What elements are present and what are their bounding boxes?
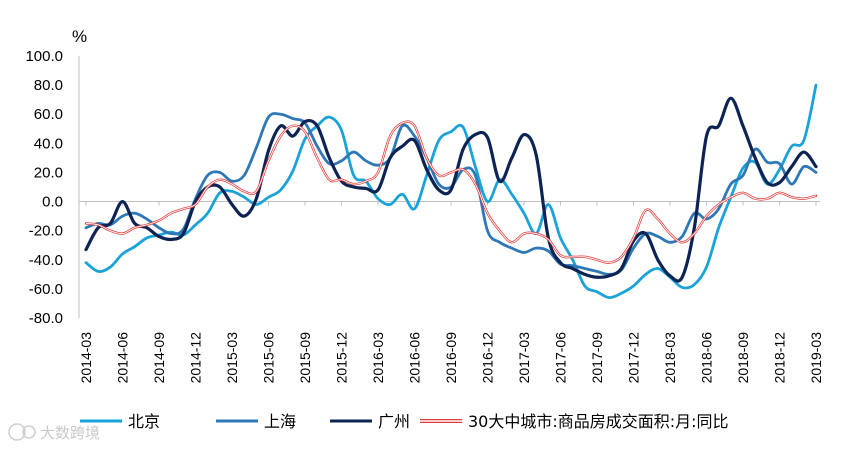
- x-tick-label: 2018-06: [699, 332, 715, 384]
- x-tick-label: 2014-06: [115, 332, 131, 384]
- y-axis: % 100.0 80.0 60.0 40.0 20.0 0.0 -20.0 -40.0 -60.…: [25, 27, 87, 327]
- x-tick-label: 2018-09: [735, 332, 751, 384]
- y-tick-label: 0.0: [42, 194, 63, 211]
- x-tick-label: 2015-06: [261, 332, 277, 384]
- series-line-guangzhou: [84, 96, 818, 283]
- x-tick-label: 2016-06: [407, 332, 423, 384]
- x-tick-labels: 2014-03 2014-06 2014-09 2014-12 2015-03 2015-…: [78, 201, 824, 384]
- y-tick-label: 80.0: [34, 77, 63, 94]
- x-tick-label: 2015-12: [334, 332, 350, 384]
- x-tick-label: 2016-12: [480, 332, 496, 384]
- x-tick-label: 2014-09: [151, 332, 167, 384]
- y-tick-label: 60.0: [34, 106, 63, 123]
- series-line-beijing: [84, 83, 818, 300]
- y-tick-label: 40.0: [34, 135, 63, 152]
- legend-label-beijing: 北京: [128, 412, 160, 431]
- legend-label-shanghai: 上海: [264, 412, 296, 431]
- x-tick-label: 2014-03: [78, 332, 94, 384]
- x-tick-label: 2017-09: [589, 332, 605, 384]
- y-unit-label: %: [72, 27, 87, 46]
- x-axis: 2014-03 2014-06 2014-09 2014-12 2015-03 2015-…: [78, 201, 824, 384]
- x-tick-label: 2017-12: [626, 332, 642, 384]
- x-tick-label: 2016-09: [443, 332, 459, 384]
- legend-label-30-cities: 30大中城市:商品房成交面积:月:同比: [468, 412, 729, 431]
- x-tick-label: 2019-03: [808, 332, 824, 384]
- series-lines: [84, 83, 818, 300]
- watermark: 大数跨境: [8, 423, 100, 442]
- y-tick-label: 20.0: [34, 164, 63, 181]
- y-tick-label: 100.0: [25, 48, 63, 65]
- legend-item-guangzhou: 广州: [330, 412, 410, 431]
- legend-label-guangzhou: 广州: [378, 412, 410, 431]
- watermark-logo-ring-icon: [22, 425, 36, 439]
- y-tick-label: -80.0: [29, 310, 63, 327]
- legend: 北京 上海 广州 30大中城市:商品房成交面积:月:同比: [80, 412, 729, 431]
- legend-item-shanghai: 上海: [216, 412, 296, 431]
- x-tick-label: 2017-06: [553, 332, 569, 384]
- x-tick-label: 2015-09: [297, 332, 313, 384]
- x-tick-label: 2015-03: [224, 332, 240, 384]
- legend-item-beijing: 北京: [80, 412, 160, 431]
- series-line-30-cities-inner: [85, 121, 817, 264]
- watermark-text: 大数跨境: [40, 424, 100, 442]
- x-tick-label: 2017-03: [516, 332, 532, 384]
- x-tick-label: 2016-03: [370, 332, 386, 384]
- watermark-logo-icon: [8, 423, 26, 441]
- x-tick-label: 2018-12: [772, 332, 788, 384]
- x-tick-label: 2018-03: [662, 332, 678, 384]
- y-tick-label: -40.0: [29, 252, 63, 269]
- legend-item-30-cities: 30大中城市:商品房成交面积:月:同比: [420, 412, 729, 431]
- y-tick-label: -20.0: [29, 223, 63, 240]
- y-tick-label: -60.0: [29, 281, 63, 298]
- x-tick-label: 2014-12: [188, 332, 204, 384]
- y-tick-labels: 100.0 80.0 60.0 40.0 20.0 0.0 -20.0 -40.0 -60.0 -…: [25, 48, 63, 327]
